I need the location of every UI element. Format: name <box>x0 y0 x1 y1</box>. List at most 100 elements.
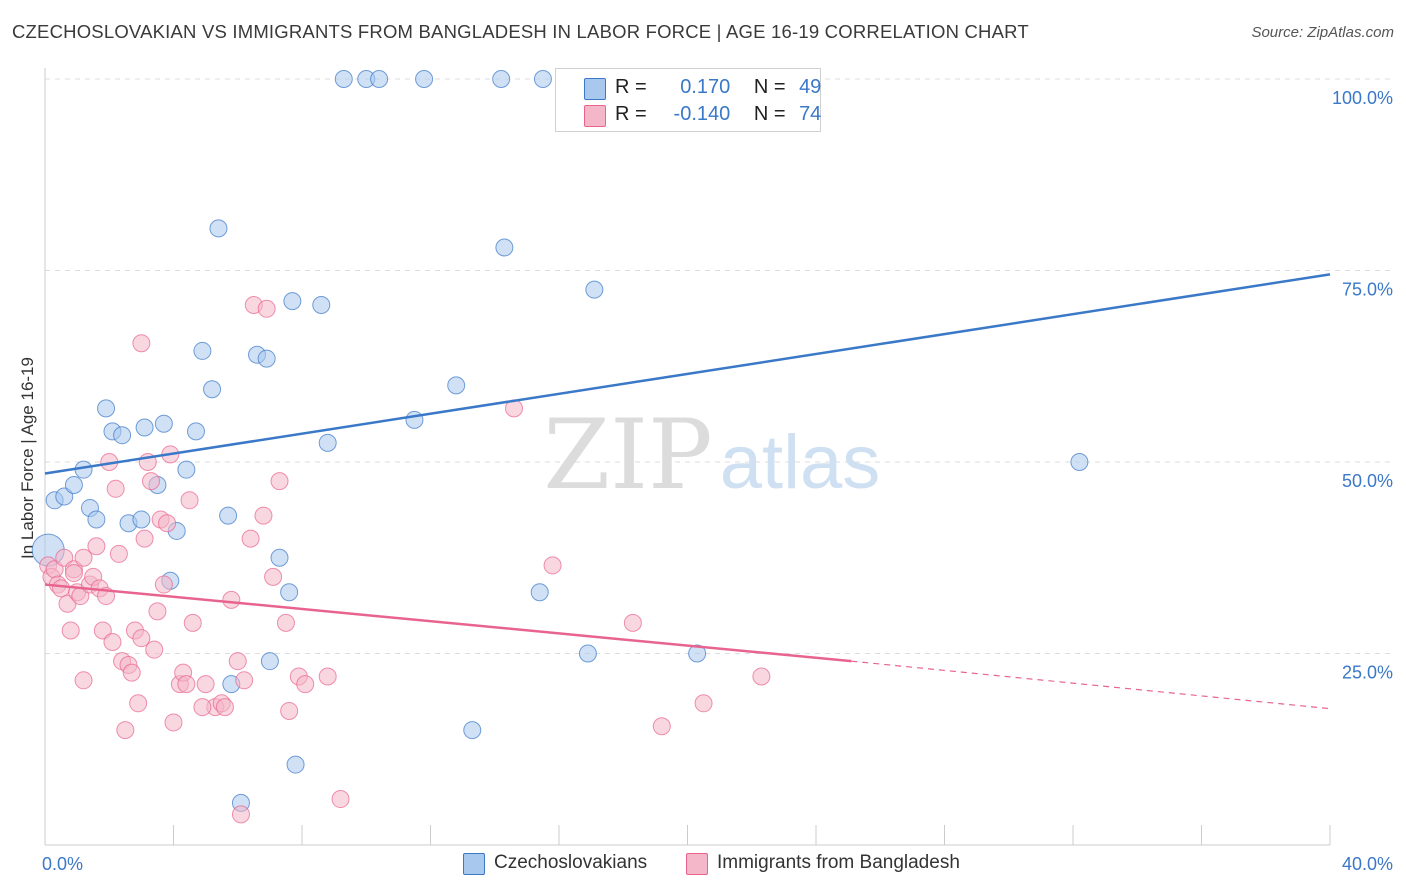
point-bangladesh <box>264 567 283 586</box>
point-czechoslovakians <box>578 644 597 663</box>
point-bangladesh <box>103 633 122 652</box>
point-czechoslovakians <box>64 475 83 494</box>
point-bangladesh <box>652 717 671 736</box>
point-czechoslovakians <box>55 487 74 506</box>
gridlines <box>45 78 1393 654</box>
point-czechoslovakians <box>312 295 331 314</box>
legend-swatch-bangladesh <box>584 105 606 127</box>
legend-n-label: N = <box>753 76 786 98</box>
point-bangladesh <box>694 694 713 713</box>
legend-text: R = 0.170 N = 49 <box>615 76 821 99</box>
point-bangladesh <box>193 698 212 717</box>
point-bangladesh <box>52 579 71 598</box>
point-bangladesh <box>129 694 148 713</box>
point-czechoslovakians <box>447 376 466 395</box>
watermark-zip: ZIP <box>543 399 712 511</box>
point-bangladesh <box>331 790 350 809</box>
bottom-legend-swatch-czechoslovakians <box>463 853 485 875</box>
trend-line-bangladesh-extension <box>851 660 1331 710</box>
point-czechoslovakians <box>283 292 302 311</box>
point-bangladesh <box>241 529 260 548</box>
chart-title: CZECHOSLOVAKIAN VS IMMIGRANTS FROM BANGL… <box>12 21 1029 42</box>
point-bangladesh <box>106 479 125 498</box>
point-czechoslovakians <box>688 644 707 663</box>
point-bangladesh <box>148 602 167 621</box>
point-bangladesh <box>55 548 74 567</box>
point-bangladesh <box>116 721 135 740</box>
point-bangladesh <box>158 514 177 533</box>
point-bangladesh <box>93 621 112 640</box>
point-bangladesh <box>280 701 299 720</box>
y-tick-label: 25.0% <box>1342 663 1393 683</box>
legend-row-czechoslovakians: R = 0.170 N = 49 <box>556 76 821 102</box>
legend-text: R = -0.140 N = 74 <box>615 103 821 126</box>
legend-r-value: -0.140 <box>673 103 731 125</box>
point-bangladesh <box>164 713 183 732</box>
point-bangladesh <box>752 667 771 686</box>
x-tick-label: 40.0% <box>1342 854 1393 874</box>
x-tick-label: 0.0% <box>42 854 83 874</box>
data-points <box>31 70 1089 824</box>
legend-row-bangladesh: R = -0.140 N = 74 <box>556 103 821 129</box>
point-czechoslovakians <box>209 219 228 238</box>
bottom-legend-czechoslovakians: Czechoslovakians <box>463 852 663 876</box>
point-czechoslovakians <box>585 280 604 299</box>
point-bangladesh <box>183 613 202 632</box>
point-czechoslovakians <box>270 548 289 567</box>
watermark-atlas: atlas <box>720 420 881 505</box>
point-bangladesh <box>318 667 337 686</box>
point-czechoslovakians <box>405 410 424 429</box>
point-czechoslovakians <box>530 583 549 602</box>
y-tick-label: 75.0% <box>1342 280 1393 300</box>
point-bangladesh <box>64 564 83 583</box>
point-bangladesh <box>145 640 164 659</box>
point-bangladesh <box>177 675 196 694</box>
legend-n-value: 49 <box>799 76 822 98</box>
point-bangladesh <box>270 472 289 491</box>
point-bangladesh <box>196 675 215 694</box>
point-bangladesh <box>296 675 315 694</box>
point-czechoslovakians <box>135 418 154 437</box>
point-bangladesh <box>142 472 161 491</box>
legend-r-value: 0.170 <box>680 76 731 98</box>
point-bangladesh <box>231 805 250 824</box>
point-bangladesh <box>228 652 247 671</box>
point-czechoslovakians <box>280 583 299 602</box>
point-czechoslovakians <box>203 380 222 399</box>
point-czechoslovakians <box>257 349 276 368</box>
point-czechoslovakians <box>1070 453 1089 471</box>
point-bangladesh <box>154 575 173 594</box>
point-bangladesh <box>122 663 141 682</box>
point-bangladesh <box>222 590 241 609</box>
point-czechoslovakians <box>495 238 514 257</box>
point-czechoslovakians <box>370 70 389 88</box>
point-bangladesh <box>132 629 151 648</box>
legend-swatch-czechoslovakians <box>584 78 606 100</box>
bottom-legend-label: Immigrants from Bangladesh <box>717 852 960 873</box>
point-czechoslovakians <box>219 506 238 525</box>
x-tick-labels: 0.0% 40.0% <box>42 854 1393 874</box>
point-czechoslovakians <box>193 341 212 360</box>
point-bangladesh <box>215 698 234 717</box>
point-bangladesh <box>623 613 642 632</box>
legend-n-value: 74 <box>799 103 822 125</box>
trend-lines <box>44 273 1331 710</box>
point-czechoslovakians <box>260 652 279 671</box>
bottom-legend-label: Czechoslovakians <box>494 852 648 873</box>
point-bangladesh <box>180 491 199 510</box>
y-tick-label: 100.0% <box>1332 88 1393 108</box>
point-czechoslovakians <box>113 426 132 445</box>
point-czechoslovakians <box>415 70 434 88</box>
trend-line-bangladesh <box>44 583 852 663</box>
point-czechoslovakians <box>87 510 106 529</box>
point-czechoslovakians <box>97 399 116 418</box>
chart-source: Source: ZipAtlas.com <box>1251 24 1394 41</box>
bottom-legend-swatch-bangladesh <box>686 853 708 875</box>
point-czechoslovakians <box>492 70 511 88</box>
point-bangladesh <box>276 613 295 632</box>
point-bangladesh <box>254 506 273 525</box>
point-czechoslovakians <box>533 70 552 88</box>
point-bangladesh <box>135 529 154 548</box>
point-czechoslovakians <box>286 755 305 774</box>
